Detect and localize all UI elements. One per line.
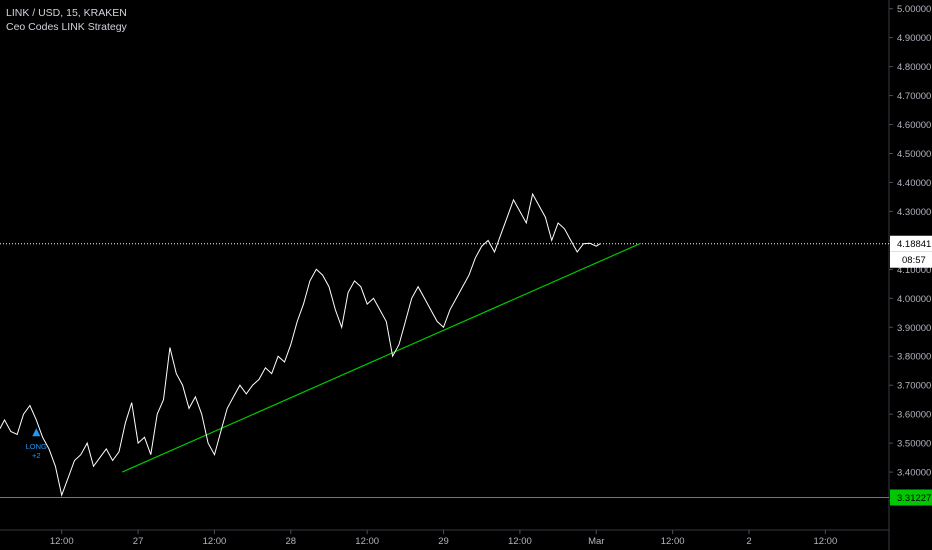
last-price-value: 4.18841 xyxy=(897,239,931,250)
x-tick-label: 27 xyxy=(133,536,144,547)
x-tick-label: 29 xyxy=(438,536,449,547)
trail-stop-badge xyxy=(890,489,932,506)
y-tick-label: 4.60000 xyxy=(897,120,931,131)
y-tick-label: 3.50000 xyxy=(897,439,931,450)
x-tick-label: 12:00 xyxy=(661,536,685,547)
y-tick-label: 5.00000 xyxy=(897,4,931,15)
trail-stop-value: 3.31227 xyxy=(897,493,931,504)
last-price-badge xyxy=(890,235,932,252)
x-tick-label: 12:00 xyxy=(355,536,379,547)
y-tick-label: 4.70000 xyxy=(897,91,931,102)
x-tick-label: 12:00 xyxy=(203,536,227,547)
y-tick-label: 4.80000 xyxy=(897,62,931,73)
y-tick-label: 4.50000 xyxy=(897,149,931,160)
y-tick-label: 3.40000 xyxy=(897,468,931,479)
y-tick-label: 4.40000 xyxy=(897,178,931,189)
x-tick-label: 2 xyxy=(746,536,751,547)
countdown-value: 08:57 xyxy=(902,255,926,266)
x-tick-label: 12:00 xyxy=(508,536,532,547)
x-tick-label: 28 xyxy=(286,536,297,547)
x-tick-label: 12:00 xyxy=(813,536,837,547)
trendline[interactable] xyxy=(121,242,642,473)
signal-label: LONG xyxy=(26,442,47,451)
chart-legend: LINK / USD, 15, KRAKEN Ceo Codes LINK St… xyxy=(6,6,127,34)
horizontal-lines xyxy=(0,243,889,498)
signal-qty: +2 xyxy=(32,451,41,460)
y-tick-label: 4.10000 xyxy=(897,265,931,276)
price-series-line xyxy=(0,192,601,497)
long-signal-marker[interactable]: LONG+2 xyxy=(26,428,47,460)
price-axis-labels: 4.18841 08:57 3.31227 xyxy=(890,235,932,506)
countdown-badge xyxy=(890,251,932,268)
y-tick-label: 3.90000 xyxy=(897,323,931,334)
x-tick-label: 12:00 xyxy=(50,536,74,547)
long-arrow-icon xyxy=(32,428,41,437)
plot-area[interactable] xyxy=(0,0,889,530)
symbol-title[interactable]: LINK / USD, 15, KRAKEN xyxy=(6,7,127,19)
y-tick-label: 3.70000 xyxy=(897,381,931,392)
y-tick-label: 3.60000 xyxy=(897,410,931,421)
y-tick-label: 4.90000 xyxy=(897,33,931,44)
y-tick-label: 3.80000 xyxy=(897,352,931,363)
y-tick-label: 4.00000 xyxy=(897,294,931,305)
strategy-title[interactable]: Ceo Codes LINK Strategy xyxy=(6,21,127,33)
x-tick-label: Mar xyxy=(588,536,604,547)
time-axis[interactable]: 12:00 27 12:00 28 12:00 29 12:00 Mar 12:00 2 12:00 xyxy=(50,530,837,547)
y-tick-label: 4.30000 xyxy=(897,207,931,218)
